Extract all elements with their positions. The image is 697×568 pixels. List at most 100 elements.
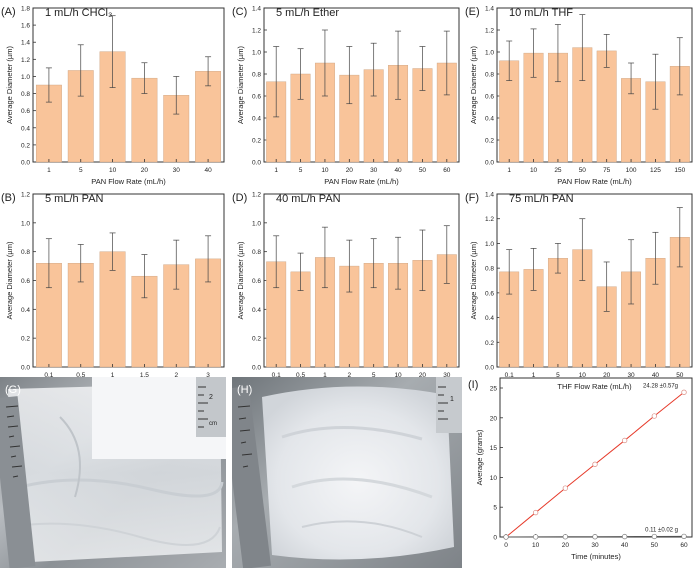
panel-label-f: (F)	[465, 192, 479, 204]
series-annotation-1: 0.11 ±0.02 g	[645, 527, 678, 533]
x-tick-label-d: 2	[348, 372, 352, 379]
x-tick-label-d: 10	[394, 372, 402, 379]
x-axis-label-c: PAN Flow Rate (mL/h)	[324, 177, 399, 186]
y-tick-label-i: 0	[493, 535, 497, 542]
y-tick-label-f: 0.0	[485, 365, 494, 372]
bar-a	[195, 71, 222, 163]
x-tick-label-e: 50	[579, 167, 587, 174]
x-tick-label-c: 50	[419, 167, 427, 174]
x-tick-label-d: 5	[372, 372, 376, 379]
data-point-1	[622, 533, 628, 540]
y-tick-label-c: 0.2	[252, 138, 261, 145]
x-tick-label-f: 1	[532, 372, 536, 379]
y-tick-label-i: 20	[490, 415, 498, 422]
y-tick-label-e: 0.0	[485, 160, 494, 167]
y-tick-label-e: 0.2	[485, 138, 494, 145]
ruler-mark-cm: cm	[209, 421, 217, 427]
y-tick-label-i: 5	[493, 505, 497, 512]
y-tick-label-b: 1.2	[21, 192, 30, 199]
x-tick-label-e: 100	[626, 167, 637, 174]
y-axis-label-f: Average Diameter (µm)	[469, 241, 478, 319]
photo-panel-h: 1 (H)	[232, 377, 462, 568]
y-tick-label-d: 0.0	[252, 365, 261, 372]
y-tick-label-d: 0.8	[252, 249, 261, 256]
x-tick-label-d: 0.1	[272, 372, 281, 379]
y-tick-label-i: 15	[490, 445, 498, 452]
x-tick-label-a: 1	[47, 167, 51, 174]
x-tick-label-f: 0.1	[505, 372, 514, 379]
series-annotation-0: 24.28 ±0.57g	[643, 383, 678, 389]
y-tick-label-f: 1.4	[485, 192, 494, 199]
y-tick-label-a: 1.0	[21, 74, 30, 81]
y-tick-label-e: 0.6	[485, 94, 494, 101]
panel-label-b: (B)	[1, 192, 16, 204]
y-tick-label-c: 1.0	[252, 50, 261, 57]
y-tick-label-d: 0.6	[252, 278, 261, 285]
y-tick-label-b: 1.0	[21, 220, 30, 227]
panel-label-h: (H)	[237, 384, 252, 396]
x-tick-label-f: 10	[579, 372, 587, 379]
y-tick-label-b: 0.2	[21, 336, 30, 343]
x-tick-label-i: 60	[680, 542, 688, 549]
y-tick-label-e: 1.0	[485, 50, 494, 57]
x-tick-label-b: 1.5	[140, 372, 149, 379]
y-tick-label-f: 0.6	[485, 290, 494, 297]
x-tick-label-i: 10	[532, 542, 540, 549]
y-axis-label-b: Average Diameter (µm)	[5, 241, 14, 319]
x-tick-label-i: 0	[504, 542, 508, 549]
x-tick-label-a: 5	[79, 167, 83, 174]
y-tick-label-e: 0.4	[485, 116, 494, 123]
x-tick-label-e: 125	[650, 167, 661, 174]
plot-frame-i	[499, 377, 693, 538]
panel-label-i: (I)	[468, 379, 478, 391]
data-point-1	[681, 533, 687, 539]
y-tick-label-b: 0.6	[21, 278, 30, 285]
y-tick-label-i: 10	[490, 475, 498, 482]
x-tick-label-c: 1	[274, 167, 278, 174]
ruler-mark-1: 1	[450, 396, 454, 403]
panel-title-d: 40 mL/h PAN	[276, 193, 341, 205]
x-axis-label-a: PAN Flow Rate (mL/h)	[91, 177, 166, 186]
y-tick-label-d: 1.2	[252, 192, 261, 199]
x-tick-label-i: 50	[651, 542, 659, 549]
panel-title-e: 10 mL/h THF	[509, 7, 573, 19]
x-tick-label-i: 30	[591, 542, 599, 549]
y-tick-label-d: 0.4	[252, 307, 261, 314]
x-tick-label-i: 20	[562, 542, 570, 549]
x-tick-label-d: 1	[323, 372, 327, 379]
x-tick-label-b: 1	[111, 372, 115, 379]
x-tick-label-f: 20	[603, 372, 611, 379]
x-tick-label-e: 150	[674, 167, 685, 174]
data-point-1	[533, 534, 539, 540]
y-tick-label-b: 0.0	[21, 365, 30, 372]
y-tick-label-a: 0.4	[21, 125, 30, 132]
panel-title-c: 5 mL/h Ether	[276, 7, 339, 19]
data-point-0	[651, 413, 657, 419]
y-axis-label-a: Average Diameter (µm)	[5, 46, 14, 124]
y-tick-label-f: 1.0	[485, 241, 494, 248]
y-tick-label-a: 1.8	[21, 6, 30, 13]
x-tick-label-d: 30	[443, 372, 451, 379]
x-tick-label-b: 2	[174, 372, 178, 379]
x-tick-label-a: 30	[173, 167, 181, 174]
x-tick-label-f: 50	[676, 372, 684, 379]
plot-frame-c	[263, 7, 460, 163]
data-point-0	[562, 485, 568, 491]
data-point-0	[592, 461, 598, 467]
y-tick-label-a: 0.6	[21, 108, 30, 115]
x-tick-label-f: 30	[627, 372, 635, 379]
data-point-1	[592, 534, 598, 540]
bar-b	[99, 251, 126, 368]
x-tick-label-i: 40	[621, 542, 629, 549]
y-tick-label-c: 0.0	[252, 160, 261, 167]
panel-title-b: 5 mL/h PAN	[45, 193, 104, 205]
bar-f	[547, 258, 568, 368]
y-tick-label-b: 0.4	[21, 307, 30, 314]
y-axis-label-i: Average (grams)	[475, 429, 484, 485]
y-tick-label-e: 0.8	[485, 72, 494, 79]
y-tick-label-f: 1.2	[485, 216, 494, 223]
panel-label-d: (D)	[232, 192, 247, 204]
data-point-1	[562, 534, 568, 540]
panel-title-a: 1 mL/h CHCl₃	[45, 7, 112, 19]
y-tick-label-c: 1.4	[252, 6, 261, 13]
